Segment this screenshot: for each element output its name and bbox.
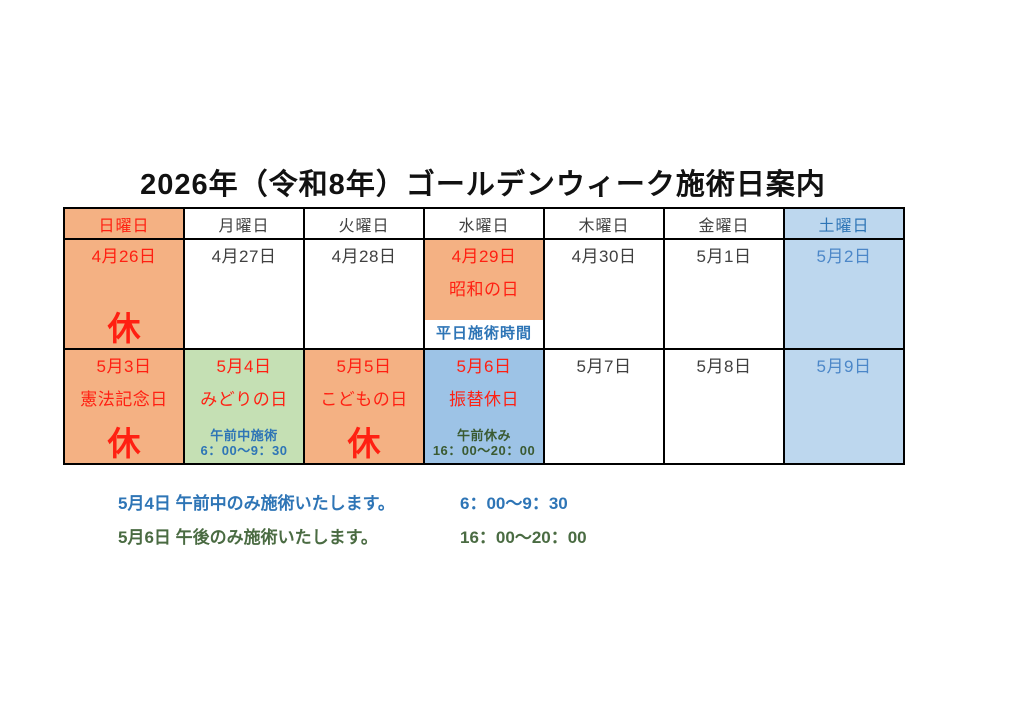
schedule-title: 午前中施術 bbox=[210, 428, 278, 443]
note-time: 16：00～20：00 bbox=[460, 528, 587, 547]
cell-date: 5月8日 bbox=[696, 357, 752, 376]
calendar-cell-apr26: 4月26日 休 bbox=[64, 239, 184, 349]
weekday-header-saturday: 土曜日 bbox=[784, 208, 904, 239]
cell-date: 5月1日 bbox=[696, 247, 752, 266]
weekday-label: 水曜日 bbox=[458, 217, 510, 235]
cell-date: 5月5日 bbox=[336, 357, 392, 376]
weekday-label: 火曜日 bbox=[338, 217, 390, 235]
note-may4: 5月4日 午前中のみ施術いたします。 6：00～9：30 bbox=[118, 492, 678, 526]
cell-date: 5月9日 bbox=[816, 357, 872, 376]
morning-schedule: 午前中施術 6：00～9：30 bbox=[201, 428, 288, 458]
cell-date: 4月29日 bbox=[451, 247, 517, 266]
calendar-cell-may2: 5月2日 bbox=[784, 239, 904, 349]
calendar-cell-apr30: 4月30日 bbox=[544, 239, 664, 349]
calendar-cell-apr28: 4月28日 bbox=[304, 239, 424, 349]
weekday-header-tuesday: 火曜日 bbox=[304, 208, 424, 239]
cell-date: 5月4日 bbox=[216, 357, 272, 376]
note-label: 5月6日 午後のみ施術いたします。 bbox=[118, 528, 378, 547]
closed-day-label: 休 bbox=[347, 425, 381, 462]
note-time: 6：00～9：30 bbox=[460, 494, 568, 513]
calendar-cell-apr29: 4月29日 昭和の日 平日施術時間 bbox=[424, 239, 544, 349]
schedule-notes: 5月4日 午前中のみ施術いたします。 6：00～9：30 5月6日 午後のみ施術… bbox=[118, 492, 678, 560]
calendar-cell-may3: 5月3日 憲法記念日 休 bbox=[64, 349, 184, 464]
schedule-time: 6：00～9：30 bbox=[200, 443, 288, 458]
holiday-name: 昭和の日 bbox=[449, 280, 519, 299]
weekday-hours-band: 平日施術時間 bbox=[425, 320, 543, 348]
cell-date: 4月27日 bbox=[211, 247, 277, 266]
calendar-cell-may9: 5月9日 bbox=[784, 349, 904, 464]
calendar-cell-may6: 5月6日 振替休日 午前休み 16：00～20：00 bbox=[424, 349, 544, 464]
weekday-header-wednesday: 水曜日 bbox=[424, 208, 544, 239]
schedule-title: 午前休み bbox=[456, 428, 511, 443]
closed-day-label: 休 bbox=[107, 310, 141, 347]
weekday-header-sunday: 日曜日 bbox=[64, 208, 184, 239]
page-title: 2026年（令和8年）ゴールデンウィーク施術日案内 bbox=[140, 169, 826, 201]
note-may6: 5月6日 午後のみ施術いたします。 16：00～20：00 bbox=[118, 526, 678, 560]
weekday-header-thursday: 木曜日 bbox=[544, 208, 664, 239]
holiday-name: 憲法記念日 bbox=[80, 390, 168, 409]
weekday-label: 土曜日 bbox=[818, 217, 870, 235]
cell-date: 5月3日 bbox=[96, 357, 152, 376]
calendar-cell-may7: 5月7日 bbox=[544, 349, 664, 464]
cell-date: 5月2日 bbox=[816, 247, 872, 266]
holiday-name: みどりの日 bbox=[200, 390, 288, 409]
closed-day-label: 休 bbox=[107, 425, 141, 462]
calendar-cell-apr27: 4月27日 bbox=[184, 239, 304, 349]
weekday-label: 日曜日 bbox=[98, 217, 150, 235]
weekday-label: 月曜日 bbox=[218, 217, 270, 235]
weekday-label: 金曜日 bbox=[698, 217, 750, 235]
note-label: 5月4日 午前中のみ施術いたします。 bbox=[118, 494, 395, 513]
holiday-name: 振替休日 bbox=[449, 390, 519, 409]
calendar-cell-may4: 5月4日 みどりの日 午前中施術 6：00～9：30 bbox=[184, 349, 304, 464]
holiday-name: こどもの日 bbox=[320, 390, 408, 409]
calendar-cell-may5: 5月5日 こどもの日 休 bbox=[304, 349, 424, 464]
afternoon-schedule: 午前休み 16：00～20：00 bbox=[433, 428, 535, 458]
weekday-header-monday: 月曜日 bbox=[184, 208, 304, 239]
weekday-label: 木曜日 bbox=[578, 217, 630, 235]
calendar-cell-may1: 5月1日 bbox=[664, 239, 784, 349]
calendar-cell-may8: 5月8日 bbox=[664, 349, 784, 464]
cell-date: 4月26日 bbox=[91, 247, 157, 266]
schedule-time: 16：00～20：00 bbox=[432, 443, 536, 458]
cell-date: 5月6日 bbox=[456, 357, 512, 376]
cell-date: 5月7日 bbox=[576, 357, 632, 376]
calendar-table: 日曜日 月曜日 火曜日 水曜日 木曜日 金曜日 土曜日 4月26日 休 4月27… bbox=[63, 207, 905, 465]
weekday-header-friday: 金曜日 bbox=[664, 208, 784, 239]
cell-date: 4月30日 bbox=[571, 247, 637, 266]
cell-date: 4月28日 bbox=[331, 247, 397, 266]
